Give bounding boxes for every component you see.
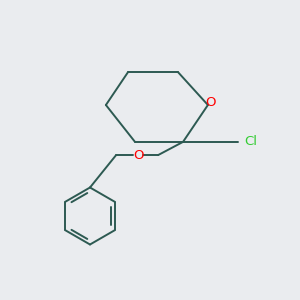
Text: O: O bbox=[205, 95, 215, 109]
Text: Cl: Cl bbox=[244, 135, 257, 148]
Text: O: O bbox=[133, 148, 143, 162]
